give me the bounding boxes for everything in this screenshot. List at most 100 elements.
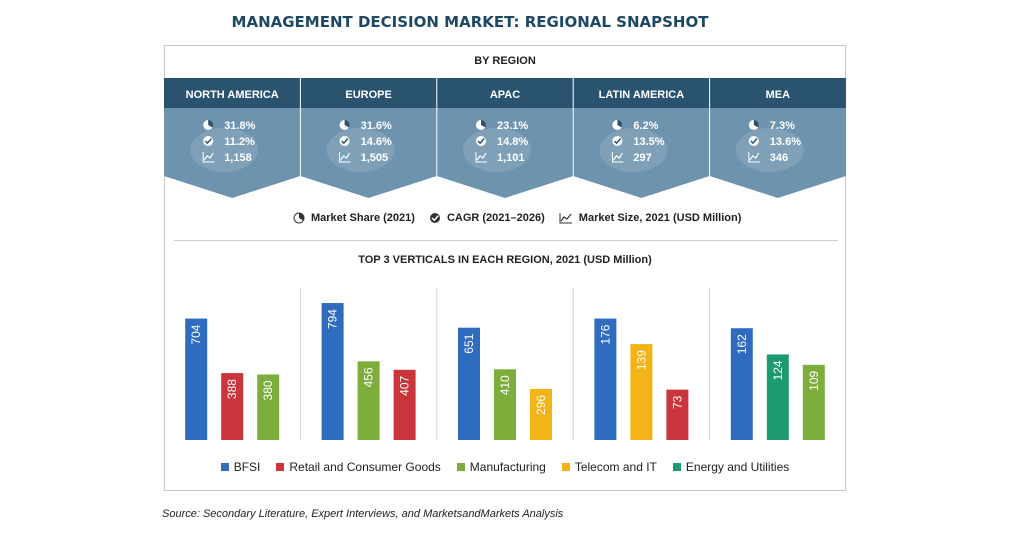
check-gauge-icon xyxy=(476,136,486,146)
bar xyxy=(494,369,516,440)
bar xyxy=(730,328,753,440)
legend-swatch xyxy=(561,463,570,471)
chart-group: 176 139 73 xyxy=(572,288,689,440)
chart-group: 794 456 407 xyxy=(299,288,416,440)
region-market-size-value: 1,101 xyxy=(497,152,525,164)
bar xyxy=(357,361,380,440)
region-cagr-value: 14.8% xyxy=(497,136,528,148)
by-region-heading: BY REGION xyxy=(474,55,536,67)
legend-item: Energy and Utilities xyxy=(672,460,790,474)
region-market-share-value: 6.2% xyxy=(633,120,658,132)
chart-group: 704 388 380 xyxy=(185,318,280,440)
region-body xyxy=(573,108,710,198)
bar xyxy=(766,354,789,440)
region-strip: NORTH AMERICA 31.8% 11.2% 1,158 EUROPE 31.6% 1… xyxy=(164,78,846,198)
bar-value-label: 388 xyxy=(225,379,239,399)
region-card: MEA 7.3% 13.6% 346 xyxy=(709,78,846,198)
region-card: EUROPE 31.6% 14.6% 1,505 xyxy=(299,78,437,198)
chart-group: 162 124 109 xyxy=(709,288,825,440)
bar-value-label: 410 xyxy=(498,375,512,395)
pie-icon xyxy=(293,212,305,224)
bar xyxy=(630,344,653,440)
bar xyxy=(458,327,480,440)
legend-label: Telecom and IT xyxy=(574,460,657,474)
region-card: APAC 23.1% 14.8% 1,101 xyxy=(436,78,574,198)
bar xyxy=(594,318,617,440)
metric-legend: Market Share (2021) CAGR (2021–2026) Mar… xyxy=(293,212,741,224)
region-market-share-value: 31.8% xyxy=(224,120,255,132)
legend-item: Telecom and IT xyxy=(561,460,657,474)
region-body xyxy=(164,108,301,198)
legend-label: Energy and Utilities xyxy=(685,460,790,474)
check-gauge-icon xyxy=(429,213,440,223)
check-gauge-icon xyxy=(339,136,350,146)
legend-label: Retail and Consumer Goods xyxy=(289,460,441,474)
bar xyxy=(393,369,416,440)
bar xyxy=(185,318,208,440)
bar xyxy=(221,373,244,440)
chart-title: TOP 3 VERTICALS IN EACH REGION, 2021 (US… xyxy=(358,254,652,266)
region-market-share-value: 7.3% xyxy=(770,120,795,132)
bar-value-label: 296 xyxy=(534,395,548,415)
legend-market-share: Market Share (2021) xyxy=(293,212,415,224)
legend-cagr-label: CAGR (2021–2026) xyxy=(446,212,545,224)
region-body xyxy=(436,108,574,198)
legend-label: BFSI xyxy=(233,460,261,474)
region-name: LATIN AMERICA xyxy=(599,89,685,101)
region-body xyxy=(300,108,437,198)
pie-icon xyxy=(476,120,486,130)
bar-value-label: 162 xyxy=(735,334,749,354)
region-market-share-value: 31.6% xyxy=(361,120,392,132)
trend-chart-icon xyxy=(475,152,487,163)
bar xyxy=(321,303,344,440)
page-title: MANAGEMENT DECISION MARKET: REGIONAL SNA… xyxy=(231,13,709,31)
bar-value-label: 176 xyxy=(598,324,612,344)
legend-market-size-label: Market Size, 2021 (USD Million) xyxy=(578,212,742,224)
region-map-silhouette xyxy=(599,128,668,172)
bar-value-label: 456 xyxy=(362,367,376,387)
region-header xyxy=(300,78,437,108)
bar xyxy=(257,374,280,440)
bar-value-label: 139 xyxy=(634,350,648,370)
region-market-size-value: 297 xyxy=(633,152,651,164)
region-map-silhouette xyxy=(735,128,804,172)
region-name: NORTH AMERICA xyxy=(186,89,279,101)
region-header xyxy=(573,78,710,108)
vertical-legend: BFSI Retail and Consumer Goods Manufacturi… xyxy=(164,460,846,474)
bar-value-label: 124 xyxy=(771,360,785,380)
legend-market-share-label: Market Share (2021) xyxy=(311,212,415,224)
trend-chart-icon xyxy=(559,213,572,224)
bar-value-label: 109 xyxy=(807,370,821,390)
region-card: LATIN AMERICA 6.2% 13.5% 297 xyxy=(572,78,710,198)
snapshot-frame xyxy=(164,45,846,491)
trend-chart-icon xyxy=(202,152,215,163)
region-name: APAC xyxy=(490,89,520,101)
legend-swatch xyxy=(276,463,285,471)
region-card: NORTH AMERICA 31.8% 11.2% 1,158 xyxy=(164,78,301,198)
region-header xyxy=(436,78,574,108)
check-gauge-icon xyxy=(203,136,214,146)
legend-item: Manufacturing xyxy=(456,460,546,474)
region-market-size-value: 346 xyxy=(770,152,788,164)
region-cagr-value: 14.6% xyxy=(361,136,392,148)
bar-value-label: 704 xyxy=(189,324,203,344)
legend-label: Manufacturing xyxy=(469,460,546,474)
check-gauge-icon xyxy=(612,136,623,146)
pie-icon xyxy=(203,120,214,130)
region-map-silhouette xyxy=(463,128,531,172)
bar xyxy=(666,389,689,440)
region-market-size-value: 1,158 xyxy=(224,152,252,164)
region-cagr-value: 13.6% xyxy=(770,136,801,148)
bar-value-label: 407 xyxy=(398,375,412,395)
bar xyxy=(802,364,825,440)
legend-market-size: Market Size, 2021 (USD Million) xyxy=(559,212,742,224)
bar-value-label: 380 xyxy=(261,380,275,400)
trend-chart-icon xyxy=(748,152,760,163)
chart-group: 651 410 296 xyxy=(436,288,552,440)
bar xyxy=(530,388,552,440)
region-map-silhouette xyxy=(190,128,259,172)
region-market-share-value: 23.1% xyxy=(497,120,528,132)
pie-icon xyxy=(748,120,759,130)
source-note: Source: Secondary Literature, Expert Int… xyxy=(162,508,564,520)
legend-swatch xyxy=(220,463,229,471)
